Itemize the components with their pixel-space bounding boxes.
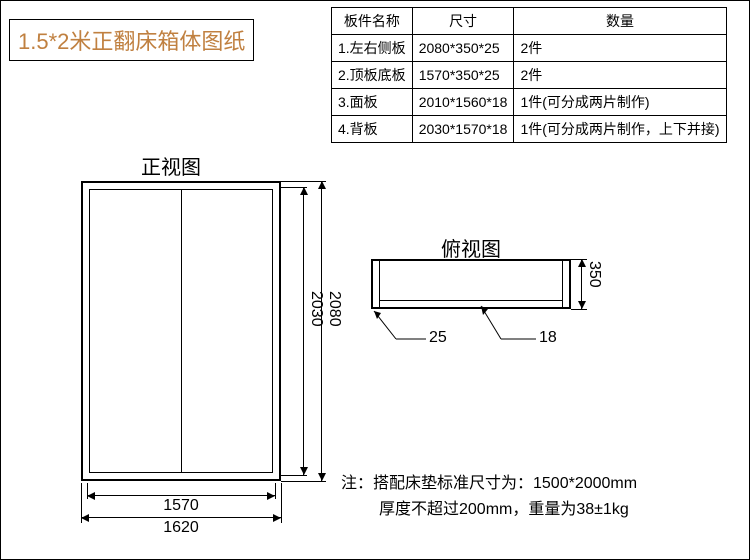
- dim-line-2080: [321, 181, 322, 481]
- ext-line: [87, 483, 88, 499]
- dim-18: 18: [539, 329, 557, 347]
- leader-18-icon: [471, 301, 541, 351]
- arrow-icon: [318, 181, 326, 189]
- col-header: 板件名称: [332, 8, 413, 35]
- ext-line: [281, 475, 307, 476]
- arrow-icon: [318, 473, 326, 481]
- arrow-icon: [300, 187, 308, 195]
- dim-line-2030: [303, 187, 304, 475]
- ext-line: [571, 259, 587, 260]
- dim-1570: 1570: [81, 497, 281, 515]
- dim-2030: 2030: [307, 291, 325, 327]
- note-block: 注：搭配床垫标准尺寸为：1500*2000mm 厚度不超过200mm，重量为38…: [341, 471, 637, 522]
- ext-line: [281, 481, 326, 482]
- top-view-label: 俯视图: [441, 233, 501, 262]
- ext-line: [275, 483, 276, 499]
- dim-1620: 1620: [81, 519, 281, 537]
- arrow-icon: [578, 301, 586, 309]
- leader-25-icon: [371, 301, 431, 351]
- table-row: 2.顶板底板 1570*350*25 2件: [332, 62, 727, 89]
- arrow-icon: [300, 467, 308, 475]
- dim-350: 350: [585, 261, 603, 288]
- col-header: 尺寸: [412, 8, 514, 35]
- drawing-title: 1.5*2米正翻床箱体图纸: [18, 29, 245, 54]
- table-row: 1.左右侧板 2080*350*25 2件: [332, 35, 727, 62]
- ext-line: [81, 483, 82, 523]
- table-row: 4.背板 2030*1570*18 1件(可分成两片制作，上下并接): [332, 116, 727, 143]
- dim-line-350: [581, 259, 582, 309]
- front-rect: [81, 181, 281, 481]
- table-row: 3.面板 2010*1560*18 1件(可分成两片制作): [332, 89, 727, 116]
- front-view: [81, 151, 281, 451]
- front-midline: [181, 189, 182, 473]
- dim-25: 25: [429, 329, 447, 347]
- ext-line: [281, 181, 326, 182]
- col-header: 数量: [514, 8, 726, 35]
- dim-2080: 2080: [325, 291, 343, 327]
- note-line: 厚度不超过200mm，重量为38±1kg: [341, 497, 637, 523]
- dim-line-1570: [87, 495, 275, 496]
- note-line: 注：搭配床垫标准尺寸为：1500*2000mm: [341, 471, 637, 497]
- ext-line: [281, 483, 282, 523]
- dim-line-1620: [81, 517, 281, 518]
- ext-line: [571, 309, 587, 310]
- spec-table: 板件名称 尺寸 数量 1.左右侧板 2080*350*25 2件 2.顶板底板 …: [331, 7, 727, 143]
- drawing-title-box: 1.5*2米正翻床箱体图纸: [9, 19, 254, 61]
- ext-line: [281, 187, 307, 188]
- table-header-row: 板件名称 尺寸 数量: [332, 8, 727, 35]
